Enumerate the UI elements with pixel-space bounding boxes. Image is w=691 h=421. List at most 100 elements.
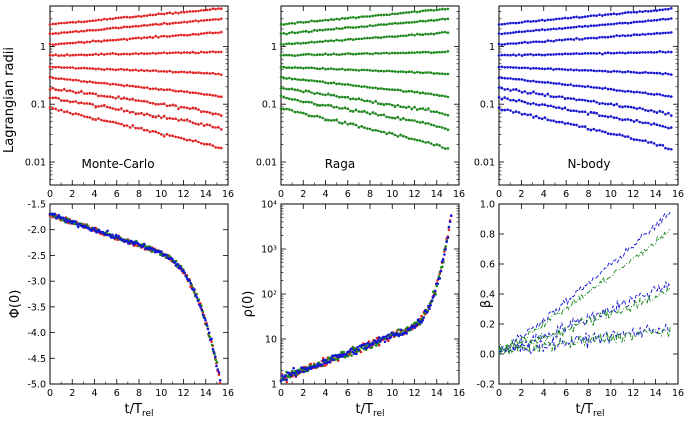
data-point	[94, 81, 97, 84]
data-point	[346, 83, 350, 86]
data-point	[641, 121, 644, 125]
data-point	[540, 80, 544, 84]
data-point	[74, 112, 77, 115]
data-point	[387, 333, 390, 337]
data-point	[443, 72, 447, 76]
data-point	[74, 100, 77, 103]
data-point	[335, 53, 338, 56]
data-point	[352, 68, 355, 72]
data-point	[188, 107, 192, 110]
x-tick-label: 0	[47, 189, 53, 200]
data-point	[667, 72, 670, 76]
data-point	[407, 21, 411, 24]
data-point	[379, 340, 382, 343]
x-tick-label: 6	[114, 388, 120, 399]
data-point	[661, 72, 664, 76]
data-point	[63, 110, 66, 114]
data-point	[151, 102, 155, 105]
data-point	[438, 18, 441, 21]
data-point	[670, 126, 673, 129]
data-point	[401, 329, 405, 332]
data-point	[91, 19, 95, 23]
data-point	[137, 112, 140, 116]
data-point	[563, 38, 567, 41]
data-point	[635, 20, 639, 24]
data-point	[318, 40, 322, 43]
x-tick-label: 0	[278, 388, 284, 399]
data-point	[424, 122, 427, 125]
data-point	[111, 26, 115, 30]
data-point	[293, 88, 297, 91]
data-point	[592, 127, 596, 131]
data-point	[140, 126, 143, 130]
data-point	[80, 101, 83, 104]
data-point	[583, 110, 587, 114]
data-point	[57, 77, 60, 81]
x-tick-label: 10	[155, 388, 167, 399]
data-point	[83, 41, 86, 44]
data-point	[589, 69, 593, 72]
data-point	[340, 27, 344, 30]
data-point	[349, 122, 352, 125]
data-point	[85, 20, 89, 23]
data-point	[103, 53, 106, 56]
data-point	[344, 353, 348, 357]
data-point	[549, 81, 552, 85]
data-point	[523, 90, 527, 93]
data-point	[658, 109, 662, 113]
data-point	[340, 95, 344, 99]
data-point	[60, 108, 63, 112]
data-point	[575, 109, 578, 113]
data-point	[404, 21, 408, 24]
data-point	[205, 8, 209, 12]
data-point	[543, 81, 547, 84]
data-point	[302, 370, 306, 374]
data-point	[168, 134, 172, 137]
data-point	[546, 80, 550, 84]
data-point	[293, 66, 297, 69]
data-point	[134, 52, 137, 55]
data-point	[131, 37, 135, 40]
data-point	[327, 39, 330, 43]
data-point	[563, 122, 567, 125]
data-point	[549, 39, 552, 43]
data-point	[208, 335, 211, 339]
data-point	[598, 36, 601, 39]
data-point	[429, 51, 433, 55]
data-point	[500, 86, 504, 90]
data-point	[128, 126, 132, 129]
data-point	[407, 137, 411, 140]
data-point	[363, 37, 366, 40]
data-point	[60, 54, 63, 57]
data-point	[171, 117, 175, 121]
data-point	[293, 98, 297, 101]
data-point	[279, 87, 283, 90]
data-point	[75, 223, 79, 226]
data-point	[435, 143, 439, 146]
data-point	[335, 94, 338, 98]
data-point	[332, 93, 336, 97]
data-point	[290, 42, 294, 46]
data-point	[91, 53, 95, 56]
data-point	[199, 306, 202, 309]
data-point	[290, 374, 293, 377]
data-point	[341, 355, 345, 358]
data-point	[435, 18, 439, 22]
data-point	[609, 12, 613, 16]
data-point	[632, 90, 636, 94]
data-point	[171, 34, 175, 38]
data-point	[396, 88, 400, 92]
data-point	[413, 34, 416, 37]
data-point	[606, 51, 610, 54]
data-point	[310, 114, 313, 118]
data-point	[56, 216, 59, 219]
data-point	[379, 36, 383, 39]
data-point	[296, 98, 300, 102]
data-point	[575, 98, 578, 102]
data-point	[416, 108, 419, 112]
data-point	[424, 92, 427, 95]
data-point	[497, 96, 501, 99]
data-point	[299, 78, 302, 82]
data-point	[517, 111, 521, 114]
data-point	[581, 38, 584, 41]
